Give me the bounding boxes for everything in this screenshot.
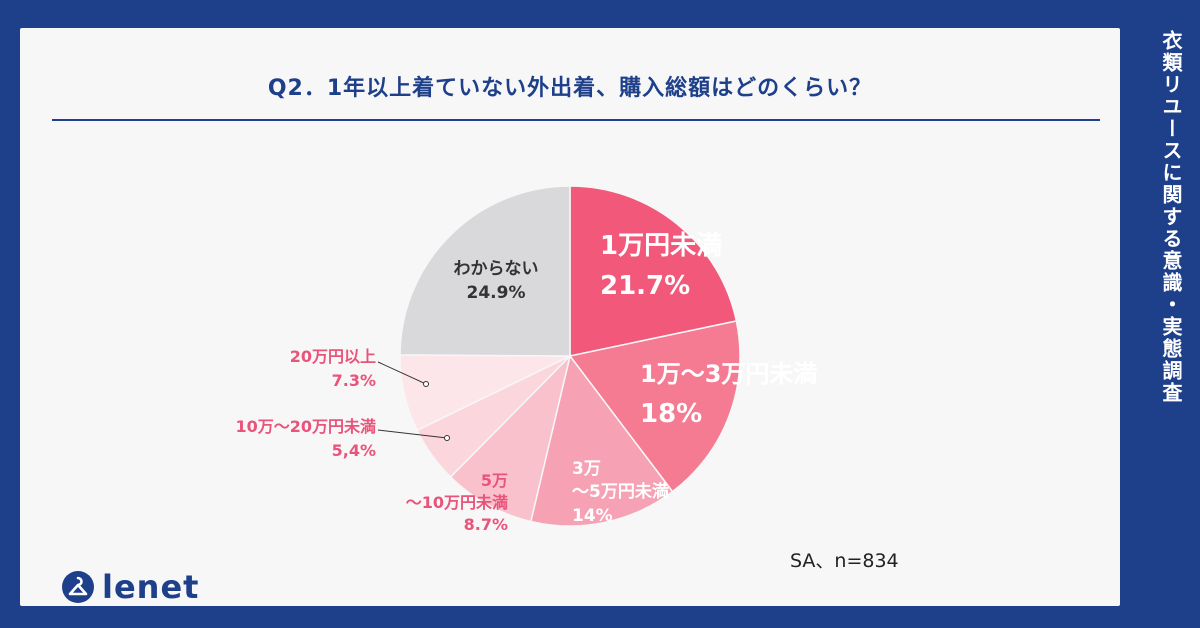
slice-label-1: 1万〜3万円未満 18%: [640, 360, 817, 429]
hanger-logo-icon: [62, 571, 94, 603]
pie-chart: 1万円未満 21.7% 1万〜3万円未満 18% 3万〜5万円未満 14% 5万〜10万円未…: [235, 185, 817, 534]
slice-value-text: 24.9%: [467, 283, 526, 303]
leader-dot: [444, 435, 450, 441]
pie-slice-3: [449, 353, 572, 523]
slice-value-text: 7.3%: [332, 371, 376, 390]
slice-label-4: 10万〜20万円未満 5,4%: [235, 417, 450, 460]
slice-label-text: 20万円以上: [290, 347, 376, 366]
pie-slice-0: [569, 185, 738, 357]
slice-label-0: 1万円未満 21.7%: [600, 231, 722, 301]
sample-note: SA、n=834: [790, 550, 899, 572]
slice-value-text: 5,4%: [332, 441, 376, 460]
slice-label-text: 1万円未満: [600, 231, 722, 261]
slice-label-text: 3万: [572, 459, 601, 479]
slice-value-text: 18%: [640, 399, 702, 429]
pie-slice-1: [568, 320, 741, 493]
slice-value-text: 8.7%: [464, 515, 508, 534]
logo-text: lenet: [102, 568, 200, 606]
slice-label-6: わからない 24.9%: [454, 259, 539, 303]
survey-side-title: 衣類リユースに関する意識・実態調査: [1159, 30, 1183, 404]
slice-value-text: 14%: [572, 506, 613, 526]
slice-value-text: 21.7%: [600, 271, 690, 301]
slice-label-5: 20万円以上 7.3%: [290, 347, 429, 390]
leader-line: [377, 361, 427, 385]
slice-label-3: 5万〜10万円未満 8.7%: [406, 471, 508, 534]
slice-label-text: 10万〜20万円未満: [235, 417, 376, 436]
slice-label-text: 5万: [481, 471, 508, 490]
slice-label-2: 3万〜5万円未満 14%: [572, 459, 669, 526]
pie-slice-6: [399, 185, 571, 357]
title-divider: [52, 119, 1100, 121]
leader-line: [377, 429, 448, 439]
leader-dot: [423, 381, 429, 387]
chart-title: Q2．1年以上着ていない外出着、購入総額はどのくらい？: [267, 76, 873, 101]
slice-label-text: 〜5万円未満: [572, 481, 669, 502]
slice-label-text: 1万〜3万円未満: [640, 360, 817, 388]
slice-label-text: 〜10万円未満: [406, 493, 508, 512]
lenet-logo: lenet: [62, 568, 199, 606]
pie-slice-2: [529, 354, 674, 527]
slice-label-text: わからない: [454, 259, 539, 279]
